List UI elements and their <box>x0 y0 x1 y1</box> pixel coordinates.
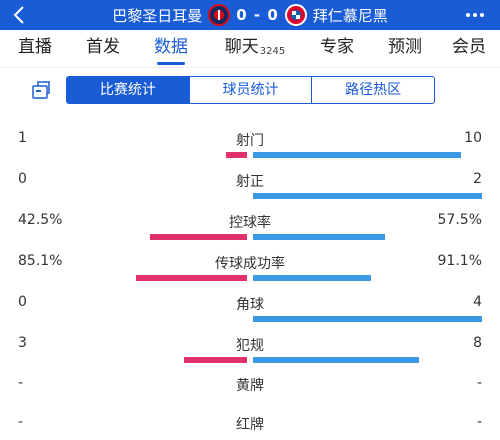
stat-away-value: - <box>476 414 482 430</box>
stat-away-value: - <box>476 375 482 391</box>
stat-away-bar <box>253 357 419 363</box>
psg-crest-icon[interactable] <box>208 4 231 26</box>
stat-row-yellow-cards: - 黄牌 - <box>0 369 500 409</box>
stat-home-bar <box>136 275 247 281</box>
more-dots-icon <box>466 13 470 17</box>
tab-chat[interactable]: 聊天3245 <box>224 37 286 57</box>
match-header: 巴黎圣日耳曼 0 - 0 拜仁慕尼黑 <box>0 0 500 30</box>
stats-subtabs-row: 比赛统计 球员统计 路径热区 <box>0 68 500 112</box>
stats-subtabs: 比赛统计 球员统计 路径热区 <box>66 76 435 104</box>
stat-name: 射门 <box>236 133 264 149</box>
back-button[interactable] <box>6 2 32 28</box>
stat-row-corners: 0 角球 4 <box>0 288 500 328</box>
tab-lineup[interactable]: 首发 <box>86 37 120 57</box>
stat-name: 传球成功率 <box>215 256 285 272</box>
stat-away-value: 10 <box>464 130 482 146</box>
stat-row-shots: 1 射门 10 <box>0 124 500 164</box>
tab-members[interactable]: 会员 <box>452 37 486 57</box>
match-scoreline: 巴黎圣日耳曼 0 - 0 拜仁慕尼黑 <box>0 0 500 30</box>
tab-predictions[interactable]: 预测 <box>388 37 422 57</box>
subtab-heatmap[interactable]: 路径热区 <box>311 77 434 103</box>
stat-home-bar <box>150 234 247 240</box>
stat-away-value: 4 <box>473 294 482 310</box>
share-button[interactable] <box>30 80 52 100</box>
tab-data[interactable]: 数据 <box>142 30 200 68</box>
stat-away-value: 91.1% <box>437 253 482 269</box>
subtab-match-stats[interactable]: 比赛统计 <box>67 77 189 103</box>
home-team-name[interactable]: 巴黎圣日耳曼 <box>112 6 203 25</box>
stat-name: 犯规 <box>236 338 264 354</box>
stat-name: 角球 <box>236 297 264 313</box>
stat-home-value: 42.5% <box>18 212 63 228</box>
stat-away-bar <box>253 234 385 240</box>
stat-home-value: 0 <box>18 294 27 310</box>
stat-row-pass-accuracy: 85.1% 传球成功率 91.1% <box>0 247 500 287</box>
nav-tabs: 直播 首发 数据 聊天3245 专家 预测 会员 <box>0 30 500 68</box>
bayern-crest-icon[interactable] <box>284 4 307 26</box>
stat-row-fouls: 3 犯规 8 <box>0 329 500 369</box>
stat-home-value: 3 <box>18 335 27 351</box>
stat-away-bar <box>253 152 461 158</box>
score: 0 - 0 <box>236 6 279 24</box>
stat-name: 黄牌 <box>236 378 264 394</box>
stat-home-bar <box>226 152 247 158</box>
stat-away-bar <box>253 275 371 281</box>
stat-row-shots-on-target: 0 射正 2 <box>0 165 500 205</box>
stat-home-value: - <box>18 414 24 430</box>
stat-home-value: 0 <box>18 171 27 187</box>
chevron-left-icon <box>13 6 24 24</box>
stat-home-value: - <box>18 375 24 391</box>
stat-away-bar <box>253 316 482 322</box>
stat-row-possession: 42.5% 控球率 57.5% <box>0 206 500 246</box>
stat-home-value: 85.1% <box>18 253 63 269</box>
chat-count: 3245 <box>259 46 286 57</box>
stat-name: 控球率 <box>229 215 271 231</box>
tab-experts[interactable]: 专家 <box>320 37 354 57</box>
stat-home-value: 1 <box>18 130 27 146</box>
share-icon <box>32 81 50 99</box>
stat-name: 红牌 <box>236 417 264 433</box>
stat-away-value: 2 <box>473 171 482 187</box>
stat-away-bar <box>253 193 482 199</box>
more-button[interactable] <box>460 2 490 28</box>
subtab-player-stats[interactable]: 球员统计 <box>188 77 312 103</box>
stat-row-red-cards: - 红牌 - <box>0 408 500 440</box>
stat-away-value: 8 <box>473 335 482 351</box>
stat-name: 射正 <box>236 174 264 190</box>
away-team-name[interactable]: 拜仁慕尼黑 <box>312 6 388 25</box>
stat-away-value: 57.5% <box>437 212 482 228</box>
stat-home-bar <box>184 357 247 363</box>
tab-live[interactable]: 直播 <box>18 37 52 57</box>
